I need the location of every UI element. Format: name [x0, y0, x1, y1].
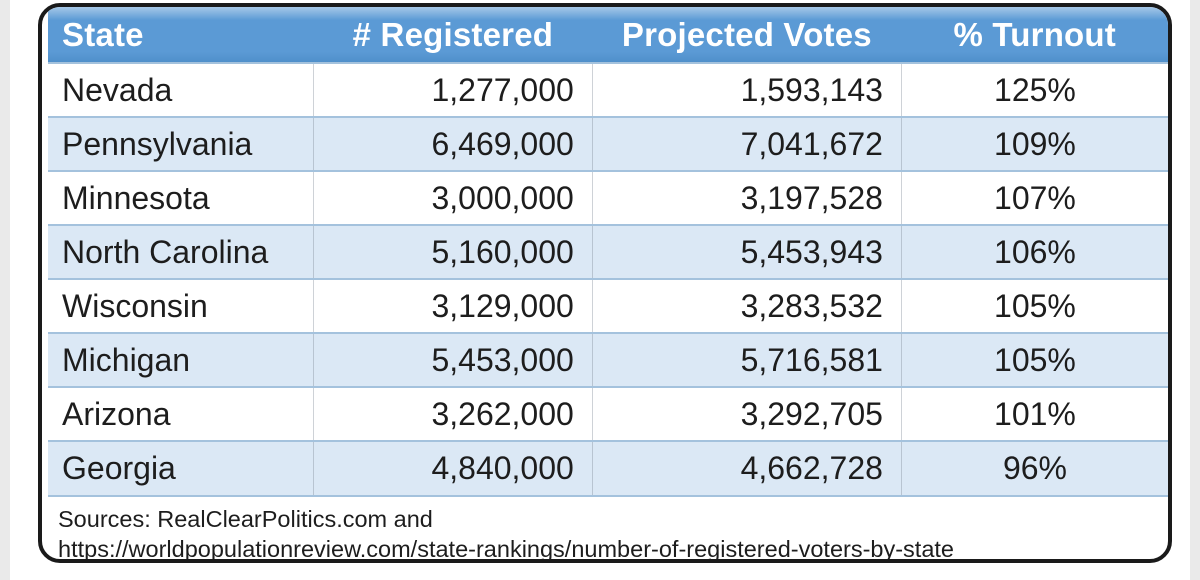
cell-state: Michigan [48, 332, 314, 387]
cell-projected-votes: 7,041,672 [592, 116, 902, 171]
right-edge-band [1190, 0, 1200, 580]
table-row: Wisconsin 3,129,000 3,283,532 105% [48, 278, 1168, 333]
table-row: Pennsylvania 6,469,000 7,041,672 109% [48, 116, 1168, 171]
cell-registered: 5,160,000 [313, 224, 593, 279]
cell-registered: 5,453,000 [313, 332, 593, 387]
cell-pct-turnout: 106% [901, 224, 1168, 279]
header-cell-pct-turnout: % Turnout [901, 7, 1168, 63]
cell-registered: 4,840,000 [313, 440, 593, 495]
table-row: Michigan 5,453,000 5,716,581 105% [48, 332, 1168, 387]
cell-projected-votes: 5,453,943 [592, 224, 902, 279]
cell-registered: 3,262,000 [313, 386, 593, 441]
header-cell-state: State [48, 7, 314, 63]
table-row: Georgia 4,840,000 4,662,728 96% [48, 440, 1168, 495]
cell-registered: 1,277,000 [313, 62, 593, 117]
table-row: Minnesota 3,000,000 3,197,528 107% [48, 170, 1168, 225]
cell-pct-turnout: 107% [901, 170, 1168, 225]
cell-state: Arizona [48, 386, 314, 441]
cell-pct-turnout: 96% [901, 440, 1168, 495]
cell-state: Minnesota [48, 170, 314, 225]
cell-pct-turnout: 105% [901, 332, 1168, 387]
cell-state: Georgia [48, 440, 314, 495]
cell-projected-votes: 5,716,581 [592, 332, 902, 387]
cell-projected-votes: 3,283,532 [592, 278, 902, 333]
table-body: Nevada 1,277,000 1,593,143 125% Pennsylvania… [48, 62, 1168, 495]
cell-projected-votes: 3,197,528 [592, 170, 902, 225]
header-cell-registered: # Registered [313, 7, 593, 63]
cell-projected-votes: 3,292,705 [592, 386, 902, 441]
table-header-row: State # Registered Projected Votes% Turnou… [48, 7, 1168, 63]
cell-pct-turnout: 109% [901, 116, 1168, 171]
cell-pct-turnout: 101% [901, 386, 1168, 441]
sources-line1: Sources: RealClearPolitics.com and [58, 506, 433, 532]
cell-registered: 6,469,000 [313, 116, 593, 171]
cell-registered: 3,000,000 [313, 170, 593, 225]
cell-registered: 3,129,000 [313, 278, 593, 333]
cell-state: Wisconsin [48, 278, 314, 333]
cell-pct-turnout: 125% [901, 62, 1168, 117]
cell-projected-votes: 4,662,728 [592, 440, 902, 495]
voter-turnout-table: State # Registered Projected Votes% Turnou… [48, 7, 1168, 495]
cell-state: North Carolina [48, 224, 314, 279]
cell-state: Nevada [48, 62, 314, 117]
left-edge-band [0, 0, 10, 580]
table-row: Arizona 3,262,000 3,292,705 101% [48, 386, 1168, 441]
table-card: State # Registered Projected Votes% Turnou… [38, 3, 1172, 563]
cell-projected-votes: 1,593,143 [592, 62, 902, 117]
table-row: North Carolina 5,160,000 5,453,943 106% [48, 224, 1168, 279]
table-row: Nevada 1,277,000 1,593,143 125% [48, 62, 1168, 117]
cell-pct-turnout: 105% [901, 278, 1168, 333]
sources-line2: https://worldpopulationreview.com/state-… [58, 536, 955, 562]
sources-note: Sources: RealClearPolitics.com and https… [48, 495, 1168, 562]
header-cell-projected-votes: Projected Votes [592, 7, 902, 63]
cell-state: Pennsylvania [48, 116, 314, 171]
